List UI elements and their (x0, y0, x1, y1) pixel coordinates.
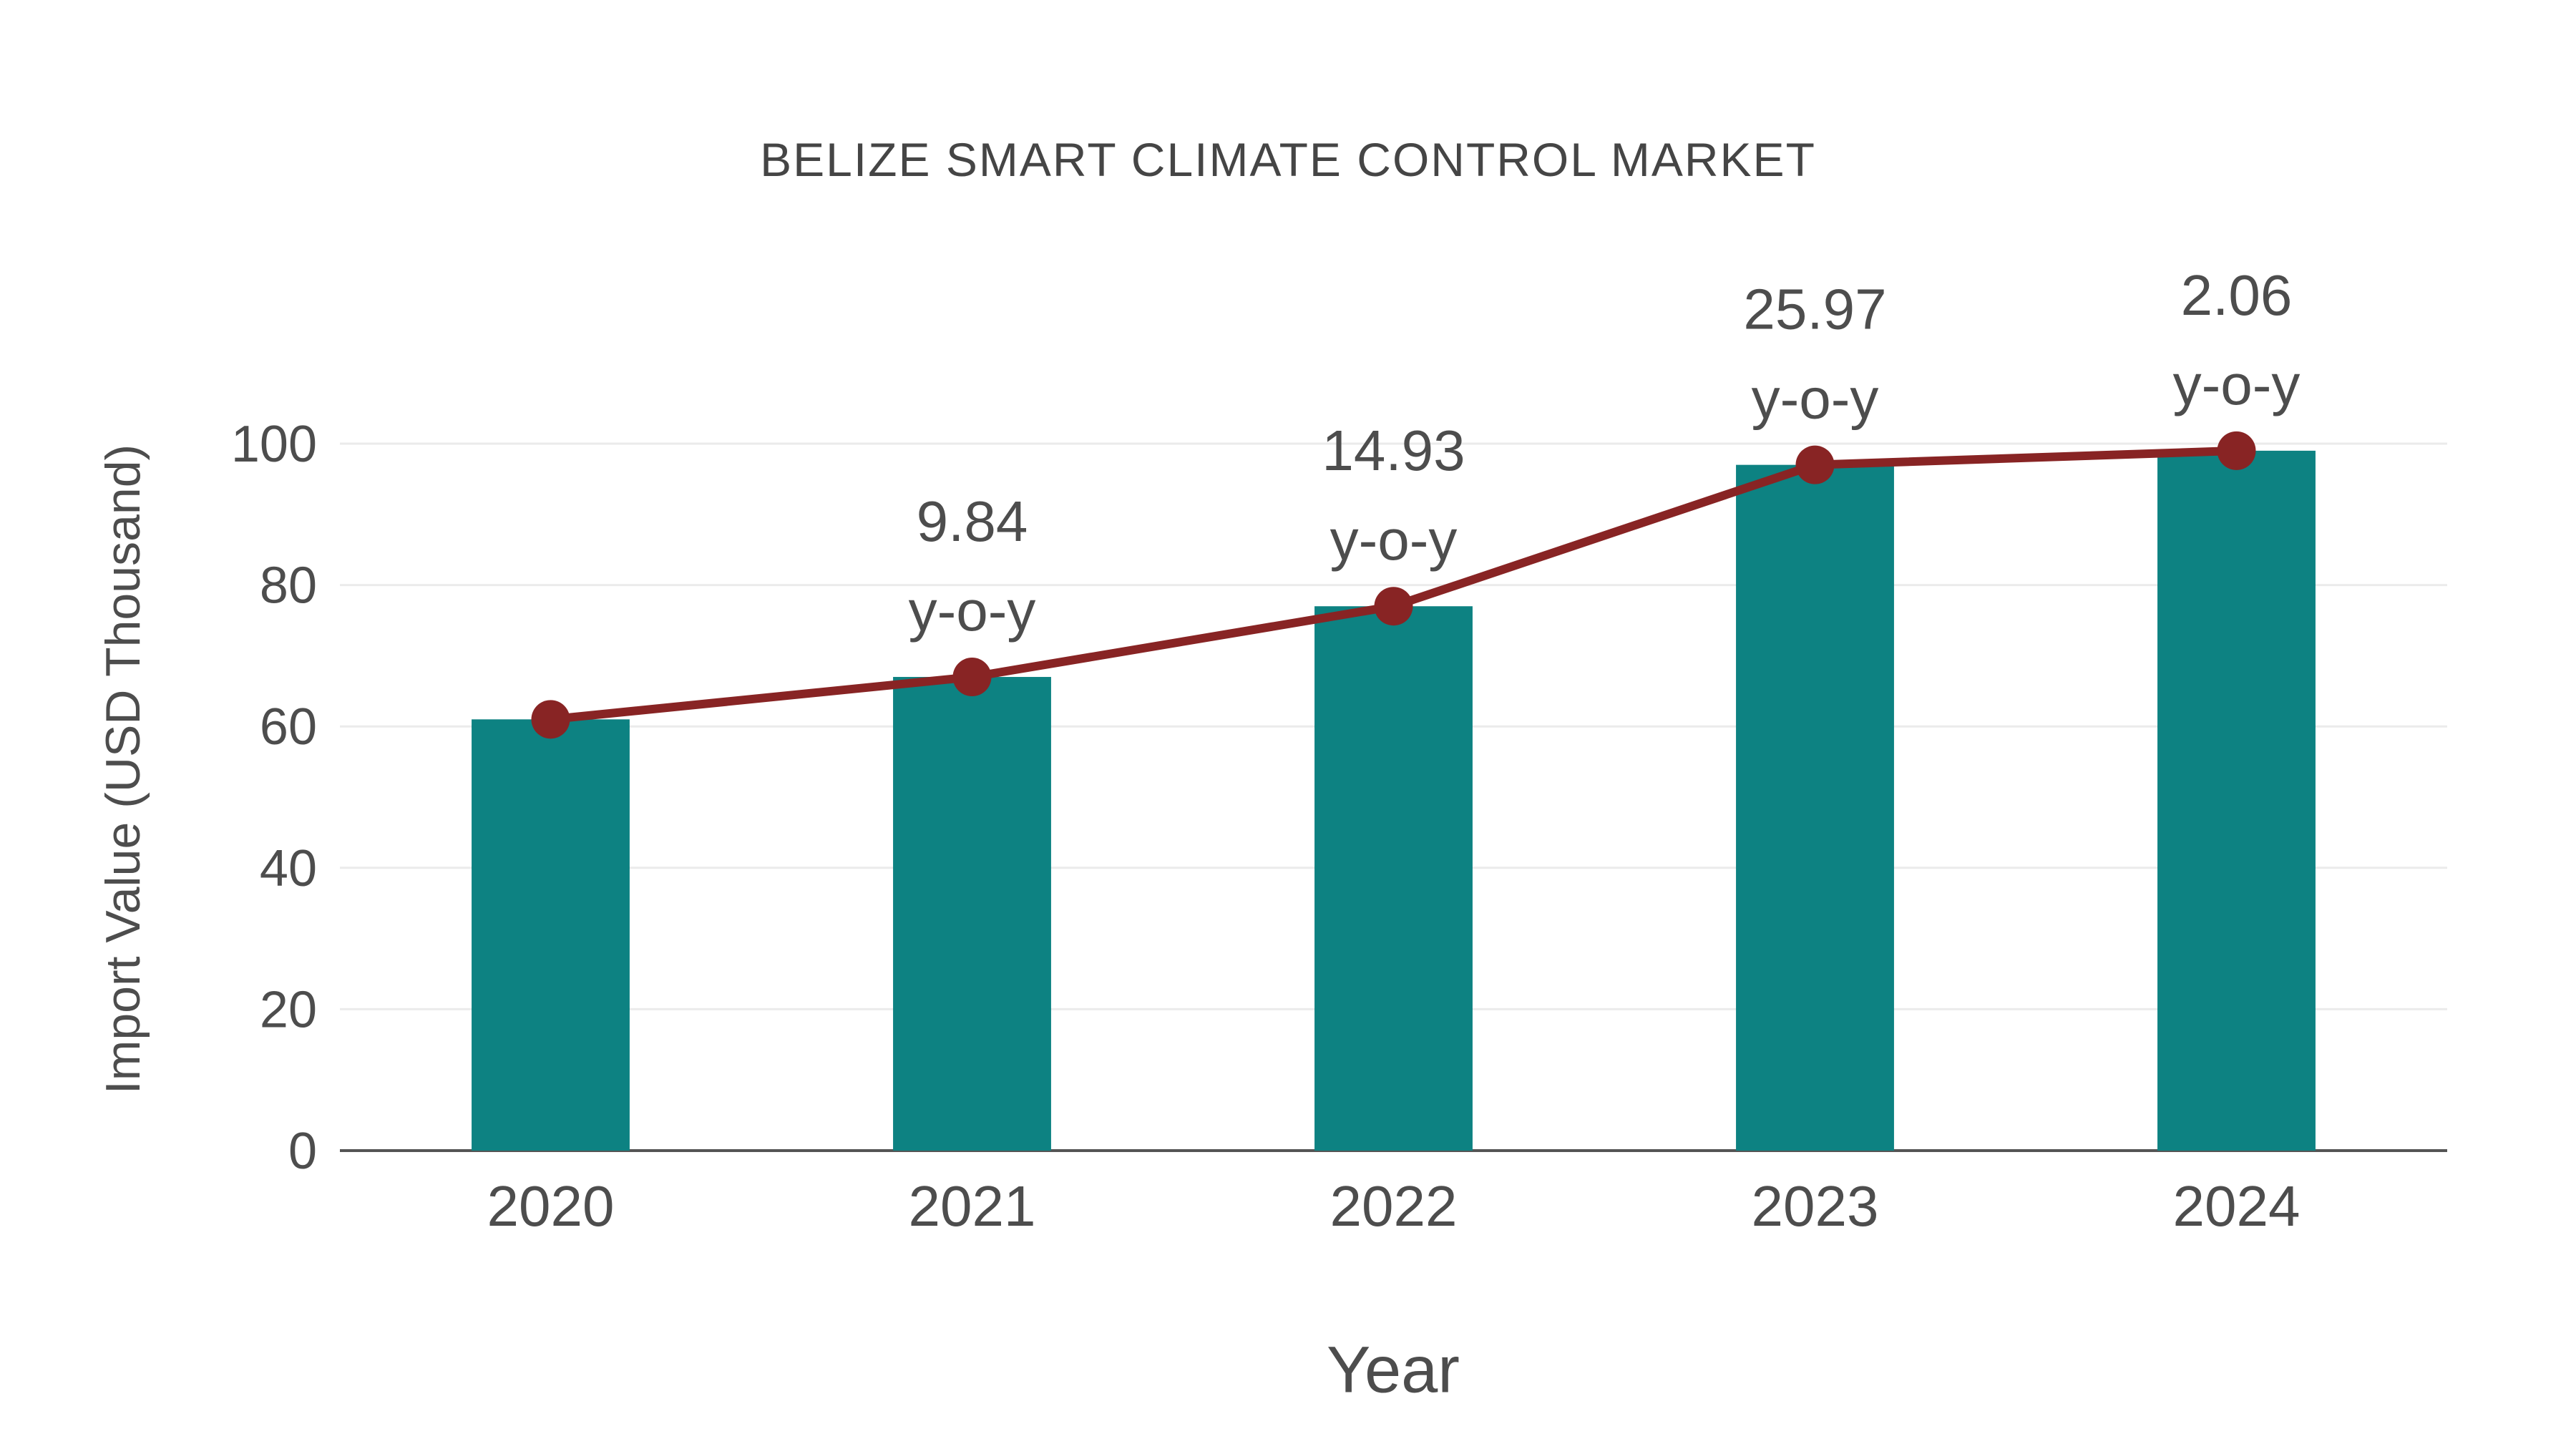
y-tick-label-40: 40 (260, 840, 317, 897)
chart-title: BELIZE SMART CLIMATE CONTROL MARKET (760, 133, 1816, 186)
annotation-2021-line1: 9.84 (917, 489, 1028, 553)
data-point-marker-2022 (1374, 587, 1413, 626)
annotation-2022-line1: 14.93 (1322, 419, 1465, 482)
data-point-marker-2024 (2217, 431, 2256, 470)
bar-2022 (1314, 606, 1473, 1151)
annotation-2023-line1: 25.97 (1743, 278, 1886, 341)
y-axis-title: Import Value (USD Thousand) (96, 444, 150, 1095)
annotation-2021-line2: y-o-y (909, 579, 1036, 643)
annotation-2022-line2: y-o-y (1330, 508, 1458, 572)
data-point-marker-2021 (952, 658, 992, 697)
bar-2024 (2157, 450, 2316, 1151)
annotation-2024-line2: y-o-y (2173, 353, 2301, 416)
x-axis-title: Year (1327, 1333, 1460, 1407)
y-tick-label-60: 60 (260, 698, 317, 756)
bar-2021 (893, 677, 1051, 1151)
data-point-marker-2020 (531, 700, 570, 739)
annotation-2024-line1: 2.06 (2181, 263, 2293, 327)
y-tick-label-80: 80 (260, 557, 317, 615)
x-tick-label-2024: 2024 (2173, 1174, 2301, 1238)
y-tick-label-100: 100 (231, 416, 317, 473)
bar-2023 (1736, 464, 1894, 1151)
x-tick-label-2021: 2021 (909, 1174, 1036, 1238)
x-tick-label-2020: 2020 (487, 1174, 615, 1238)
x-tick-label-2022: 2022 (1330, 1174, 1458, 1238)
bar-2020 (472, 719, 630, 1151)
data-point-marker-2023 (1795, 445, 1835, 484)
annotation-2023-line2: y-o-y (1752, 367, 1879, 431)
y-tick-label-0: 0 (288, 1123, 317, 1180)
y-tick-label-20: 20 (260, 981, 317, 1038)
x-tick-label-2023: 2023 (1752, 1174, 1879, 1238)
